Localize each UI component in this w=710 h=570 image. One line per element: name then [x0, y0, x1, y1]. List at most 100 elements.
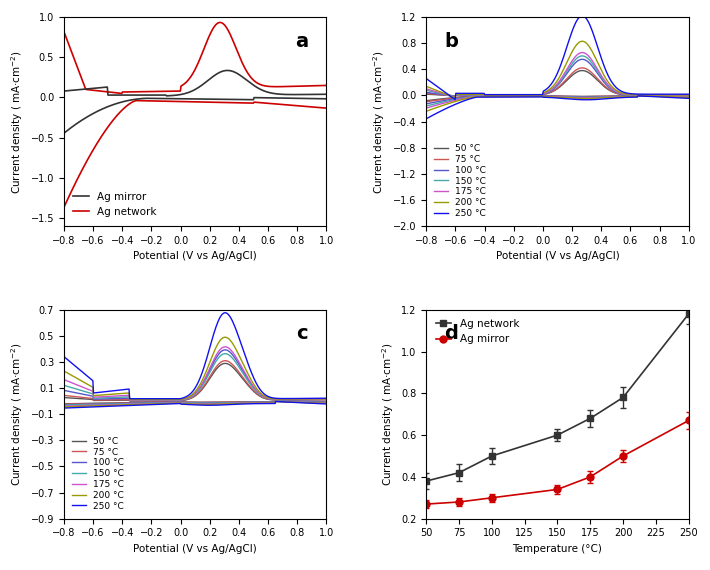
250 °C: [146, 395, 154, 402]
75 °C: [527, 92, 535, 99]
200 °C: [126, 396, 134, 403]
75 °C: [508, 92, 517, 99]
175 °C: [613, 88, 621, 95]
Ag network: [619, 394, 628, 401]
175 °C: [454, 91, 463, 98]
75 °C: [146, 397, 154, 404]
150 °C: [613, 89, 621, 96]
150 °C: [614, 89, 623, 96]
100 °C: [613, 89, 621, 96]
150 °C: [91, 395, 99, 402]
Line: 175 °C: 175 °C: [426, 52, 689, 97]
250 °C: [578, 13, 586, 19]
Y-axis label: Current density ( mA·cm$^{-2}$): Current density ( mA·cm$^{-2}$): [9, 342, 25, 486]
Text: b: b: [444, 32, 459, 51]
50 °C: [684, 92, 693, 99]
100 °C: [251, 386, 259, 393]
175 °C: [589, 58, 597, 65]
Text: d: d: [444, 324, 459, 343]
50 °C: [252, 390, 261, 397]
150 °C: [451, 93, 459, 100]
Ag mirror: [422, 500, 430, 507]
175 °C: [251, 385, 259, 392]
75 °C: [422, 90, 430, 97]
200 °C: [146, 396, 154, 403]
200 °C: [684, 91, 693, 98]
175 °C: [527, 92, 535, 99]
200 °C: [60, 368, 68, 374]
250 °C: [508, 91, 517, 98]
50 °C: [614, 91, 623, 97]
200 °C: [527, 92, 535, 99]
250 °C: [60, 353, 68, 360]
75 °C: [252, 389, 261, 396]
250 °C: [422, 75, 430, 82]
50 °C: [322, 396, 331, 403]
200 °C: [221, 334, 229, 341]
200 °C: [252, 384, 261, 391]
250 °C: [614, 86, 623, 93]
Ag mirror: [553, 486, 562, 493]
100 °C: [60, 387, 68, 394]
200 °C: [164, 396, 173, 403]
Ag mirror: [586, 474, 594, 481]
Ag network: [488, 453, 496, 459]
250 °C: [252, 379, 261, 386]
200 °C: [454, 91, 463, 97]
Ag mirror: [488, 494, 496, 501]
150 °C: [684, 92, 693, 99]
175 °C: [322, 396, 331, 402]
150 °C: [164, 397, 173, 404]
200 °C: [322, 396, 331, 402]
Line: 75 °C: 75 °C: [64, 361, 327, 401]
250 °C: [126, 395, 134, 402]
75 °C: [614, 90, 623, 97]
50 °C: [126, 397, 134, 404]
150 °C: [146, 397, 154, 404]
250 °C: [613, 85, 621, 92]
100 °C: [684, 92, 693, 99]
175 °C: [422, 86, 430, 92]
Line: 150 °C: 150 °C: [64, 353, 327, 400]
100 °C: [322, 396, 331, 403]
Y-axis label: Current density ( mA·cm$^{-2}$): Current density ( mA·cm$^{-2}$): [9, 50, 25, 194]
200 °C: [251, 382, 259, 389]
75 °C: [91, 397, 99, 404]
50 °C: [454, 92, 463, 99]
150 °C: [508, 92, 517, 99]
75 °C: [126, 397, 134, 404]
250 °C: [527, 91, 535, 98]
250 °C: [322, 395, 331, 402]
200 °C: [422, 83, 430, 89]
150 °C: [454, 91, 463, 98]
100 °C: [614, 89, 623, 96]
X-axis label: Potential (V vs Ag/AgCl): Potential (V vs Ag/AgCl): [133, 251, 257, 262]
175 °C: [60, 376, 68, 383]
200 °C: [589, 49, 597, 56]
50 °C: [91, 397, 99, 404]
50 °C: [451, 92, 459, 99]
175 °C: [126, 397, 134, 404]
X-axis label: Potential (V vs Ag/AgCl): Potential (V vs Ag/AgCl): [133, 544, 257, 554]
100 °C: [451, 93, 459, 100]
100 °C: [527, 92, 535, 99]
150 °C: [589, 60, 597, 67]
Ag mirror: [454, 499, 463, 506]
100 °C: [164, 397, 173, 404]
Ag network: [684, 311, 693, 317]
Line: Ag mirror: Ag mirror: [422, 417, 692, 507]
200 °C: [451, 94, 459, 101]
Line: 200 °C: 200 °C: [64, 337, 327, 400]
75 °C: [613, 90, 621, 97]
100 °C: [146, 397, 154, 404]
Line: 50 °C: 50 °C: [426, 71, 689, 96]
250 °C: [221, 310, 229, 316]
75 °C: [322, 396, 331, 403]
Text: a: a: [295, 32, 308, 51]
250 °C: [91, 389, 99, 396]
50 °C: [164, 397, 173, 404]
Y-axis label: Current density ( mA·cm$^{-2}$): Current density ( mA·cm$^{-2}$): [380, 342, 395, 486]
Line: 100 °C: 100 °C: [64, 350, 327, 401]
50 °C: [613, 90, 621, 97]
175 °C: [578, 49, 586, 56]
